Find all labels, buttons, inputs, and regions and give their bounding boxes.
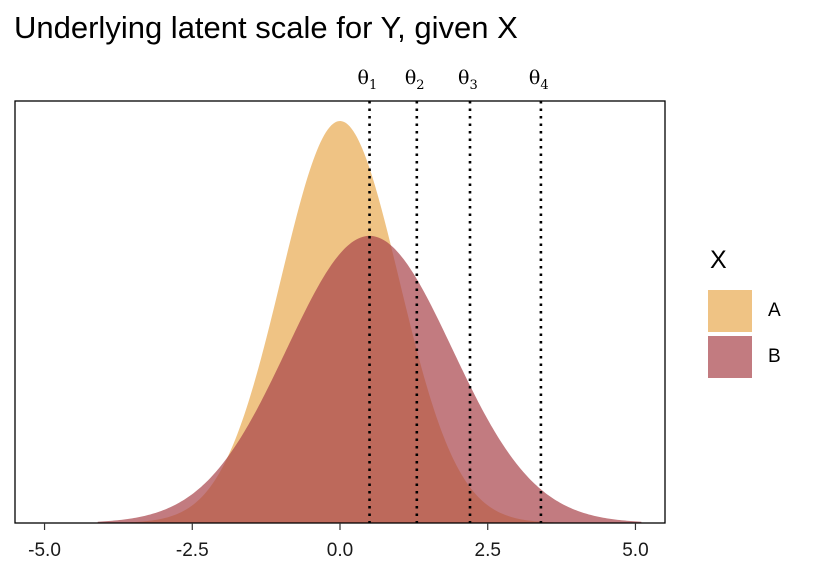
legend-title: X bbox=[710, 246, 727, 274]
threshold-label-1: θ1 bbox=[358, 67, 378, 93]
legend-swatch-a bbox=[708, 290, 752, 332]
legend-label-a: A bbox=[768, 300, 781, 321]
threshold-label-4: θ4 bbox=[529, 67, 549, 93]
legend-label-b: B bbox=[768, 346, 781, 367]
chart-title: Underlying latent scale for Y, given X bbox=[14, 10, 518, 45]
legend-swatch-b bbox=[708, 336, 752, 378]
legend-item-b: B bbox=[708, 335, 808, 379]
x-tick-label: 2.5 bbox=[475, 540, 501, 561]
threshold-label-3: θ3 bbox=[458, 67, 478, 93]
threshold-labels: θ1 θ2 θ3 θ4 bbox=[358, 67, 549, 93]
x-tick-label: -5.0 bbox=[28, 540, 61, 561]
x-tick-label: 0.0 bbox=[327, 540, 353, 561]
x-tick-label: 5.0 bbox=[622, 540, 648, 561]
legend-item-a: A bbox=[708, 289, 808, 333]
x-tick-label: -2.5 bbox=[176, 540, 209, 561]
threshold-lines bbox=[368, 101, 543, 523]
threshold-label-2: θ2 bbox=[405, 67, 425, 93]
x-axis: -5.0 -2.5 0.0 2.5 5.0 bbox=[28, 523, 649, 561]
